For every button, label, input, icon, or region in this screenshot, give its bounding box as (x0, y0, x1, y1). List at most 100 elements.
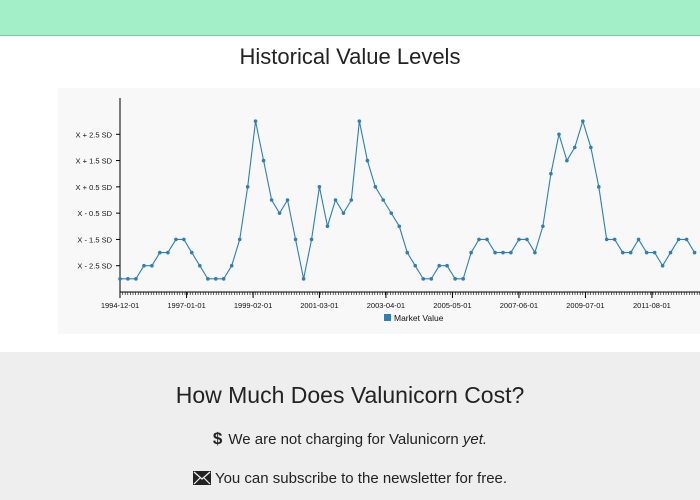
data-point (189, 250, 194, 255)
newsletter-note-text[interactable]: You can subscribe to the newsletter for … (214, 470, 508, 487)
historical-value-chart: X - 2.5 SD X - 1.5 SD X - 0.5 SD X + 0.5 SD… (76, 98, 700, 323)
data-point (333, 198, 338, 202)
data-point (213, 277, 218, 281)
data-point (636, 237, 641, 242)
data-point (221, 277, 226, 281)
data-point (612, 237, 617, 242)
legend-label: Market Value (394, 313, 444, 323)
pricing-note: $ We are not charging for Valunicorn yet. (0, 429, 700, 449)
data-point (485, 237, 489, 242)
data-point (509, 250, 513, 255)
data-point (309, 237, 314, 242)
y-tick-label: X + 2.5 SD (76, 130, 113, 139)
data-point (565, 158, 569, 163)
data-point (206, 277, 210, 281)
y-tick-label: X - 1.5 SD (77, 235, 112, 244)
data-point (493, 250, 497, 255)
data-point (126, 277, 130, 281)
data-point (174, 237, 178, 242)
data-point (684, 237, 689, 242)
y-tick-label: X - 2.5 SD (77, 262, 112, 271)
x-tick-label: 1999-02-01 (234, 301, 272, 310)
data-point (166, 250, 170, 255)
data-point (557, 132, 561, 137)
data-point (413, 263, 417, 268)
data-point (453, 277, 457, 281)
data-point (604, 237, 609, 242)
pricing-section: How Much Does Valunicorn Cost? $ We are n… (0, 352, 700, 500)
data-point (325, 224, 330, 229)
y-tick-label: X - 0.5 SD (77, 209, 112, 218)
data-point (628, 250, 633, 255)
x-tick-label: 2005-05-01 (433, 301, 471, 310)
data-point (405, 250, 410, 255)
data-point (197, 263, 202, 268)
legend-swatch (384, 314, 391, 321)
envelope-icon (192, 471, 211, 489)
data-point (182, 237, 186, 242)
data-point (301, 277, 306, 281)
data-point (597, 185, 601, 189)
data-point (445, 263, 449, 268)
data-point (517, 237, 521, 242)
pricing-note-emphasis: yet. (462, 431, 488, 448)
data-point (150, 263, 154, 268)
data-point (437, 263, 442, 268)
data-point (365, 158, 370, 163)
pricing-note-text: We are not charging for Valunicorn (228, 431, 463, 448)
data-point (229, 263, 234, 268)
data-point (317, 185, 322, 189)
data-point (245, 185, 250, 189)
dollar-icon: $ (212, 429, 223, 448)
data-point (501, 250, 505, 255)
data-point (589, 145, 593, 150)
data-point (581, 119, 585, 123)
data-point (357, 119, 362, 123)
data-point (237, 237, 242, 242)
data-point (525, 237, 529, 242)
data-point (668, 250, 673, 255)
data-point (429, 277, 434, 281)
data-point (253, 119, 258, 123)
chart-title: Historical Value Levels (239, 44, 461, 69)
data-point (692, 250, 697, 255)
data-point (158, 250, 162, 255)
data-point (644, 250, 649, 255)
pricing-title: How Much Does Valunicorn Cost? (175, 382, 525, 408)
x-tick-label: 2007-06-01 (500, 301, 538, 310)
data-point (572, 145, 577, 150)
data-point (397, 224, 402, 229)
data-point (349, 198, 354, 202)
data-point (533, 250, 537, 255)
data-point (620, 250, 625, 255)
data-point (277, 211, 282, 215)
x-tick-label: 2003-04-01 (367, 301, 405, 310)
data-point (541, 224, 545, 229)
data-point (461, 277, 465, 281)
data-point (421, 277, 426, 281)
data-point (652, 250, 657, 255)
y-tick-label: X + 1.5 SD (76, 157, 113, 166)
data-point (676, 237, 681, 242)
data-point (373, 185, 378, 189)
data-point (142, 263, 146, 268)
data-point (269, 198, 274, 202)
data-point (261, 158, 266, 163)
y-tick-label: X + 0.5 SD (76, 183, 113, 192)
data-point (118, 277, 122, 281)
x-tick-label: 1997-01-01 (167, 301, 205, 310)
data-point (293, 237, 298, 242)
data-point (549, 171, 553, 176)
data-point (341, 211, 346, 215)
series-line (120, 119, 696, 280)
data-point (134, 277, 138, 281)
data-point (389, 211, 394, 215)
data-point (660, 263, 665, 268)
data-point (381, 198, 386, 202)
data-point (477, 237, 481, 242)
newsletter-note: You can subscribe to the newsletter for … (0, 470, 700, 489)
x-tick-label: 1994-12-01 (101, 301, 139, 310)
x-tick-label: 2001-03-01 (300, 301, 338, 310)
data-point (469, 250, 473, 255)
x-tick-label: 2011-08-01 (633, 301, 671, 310)
